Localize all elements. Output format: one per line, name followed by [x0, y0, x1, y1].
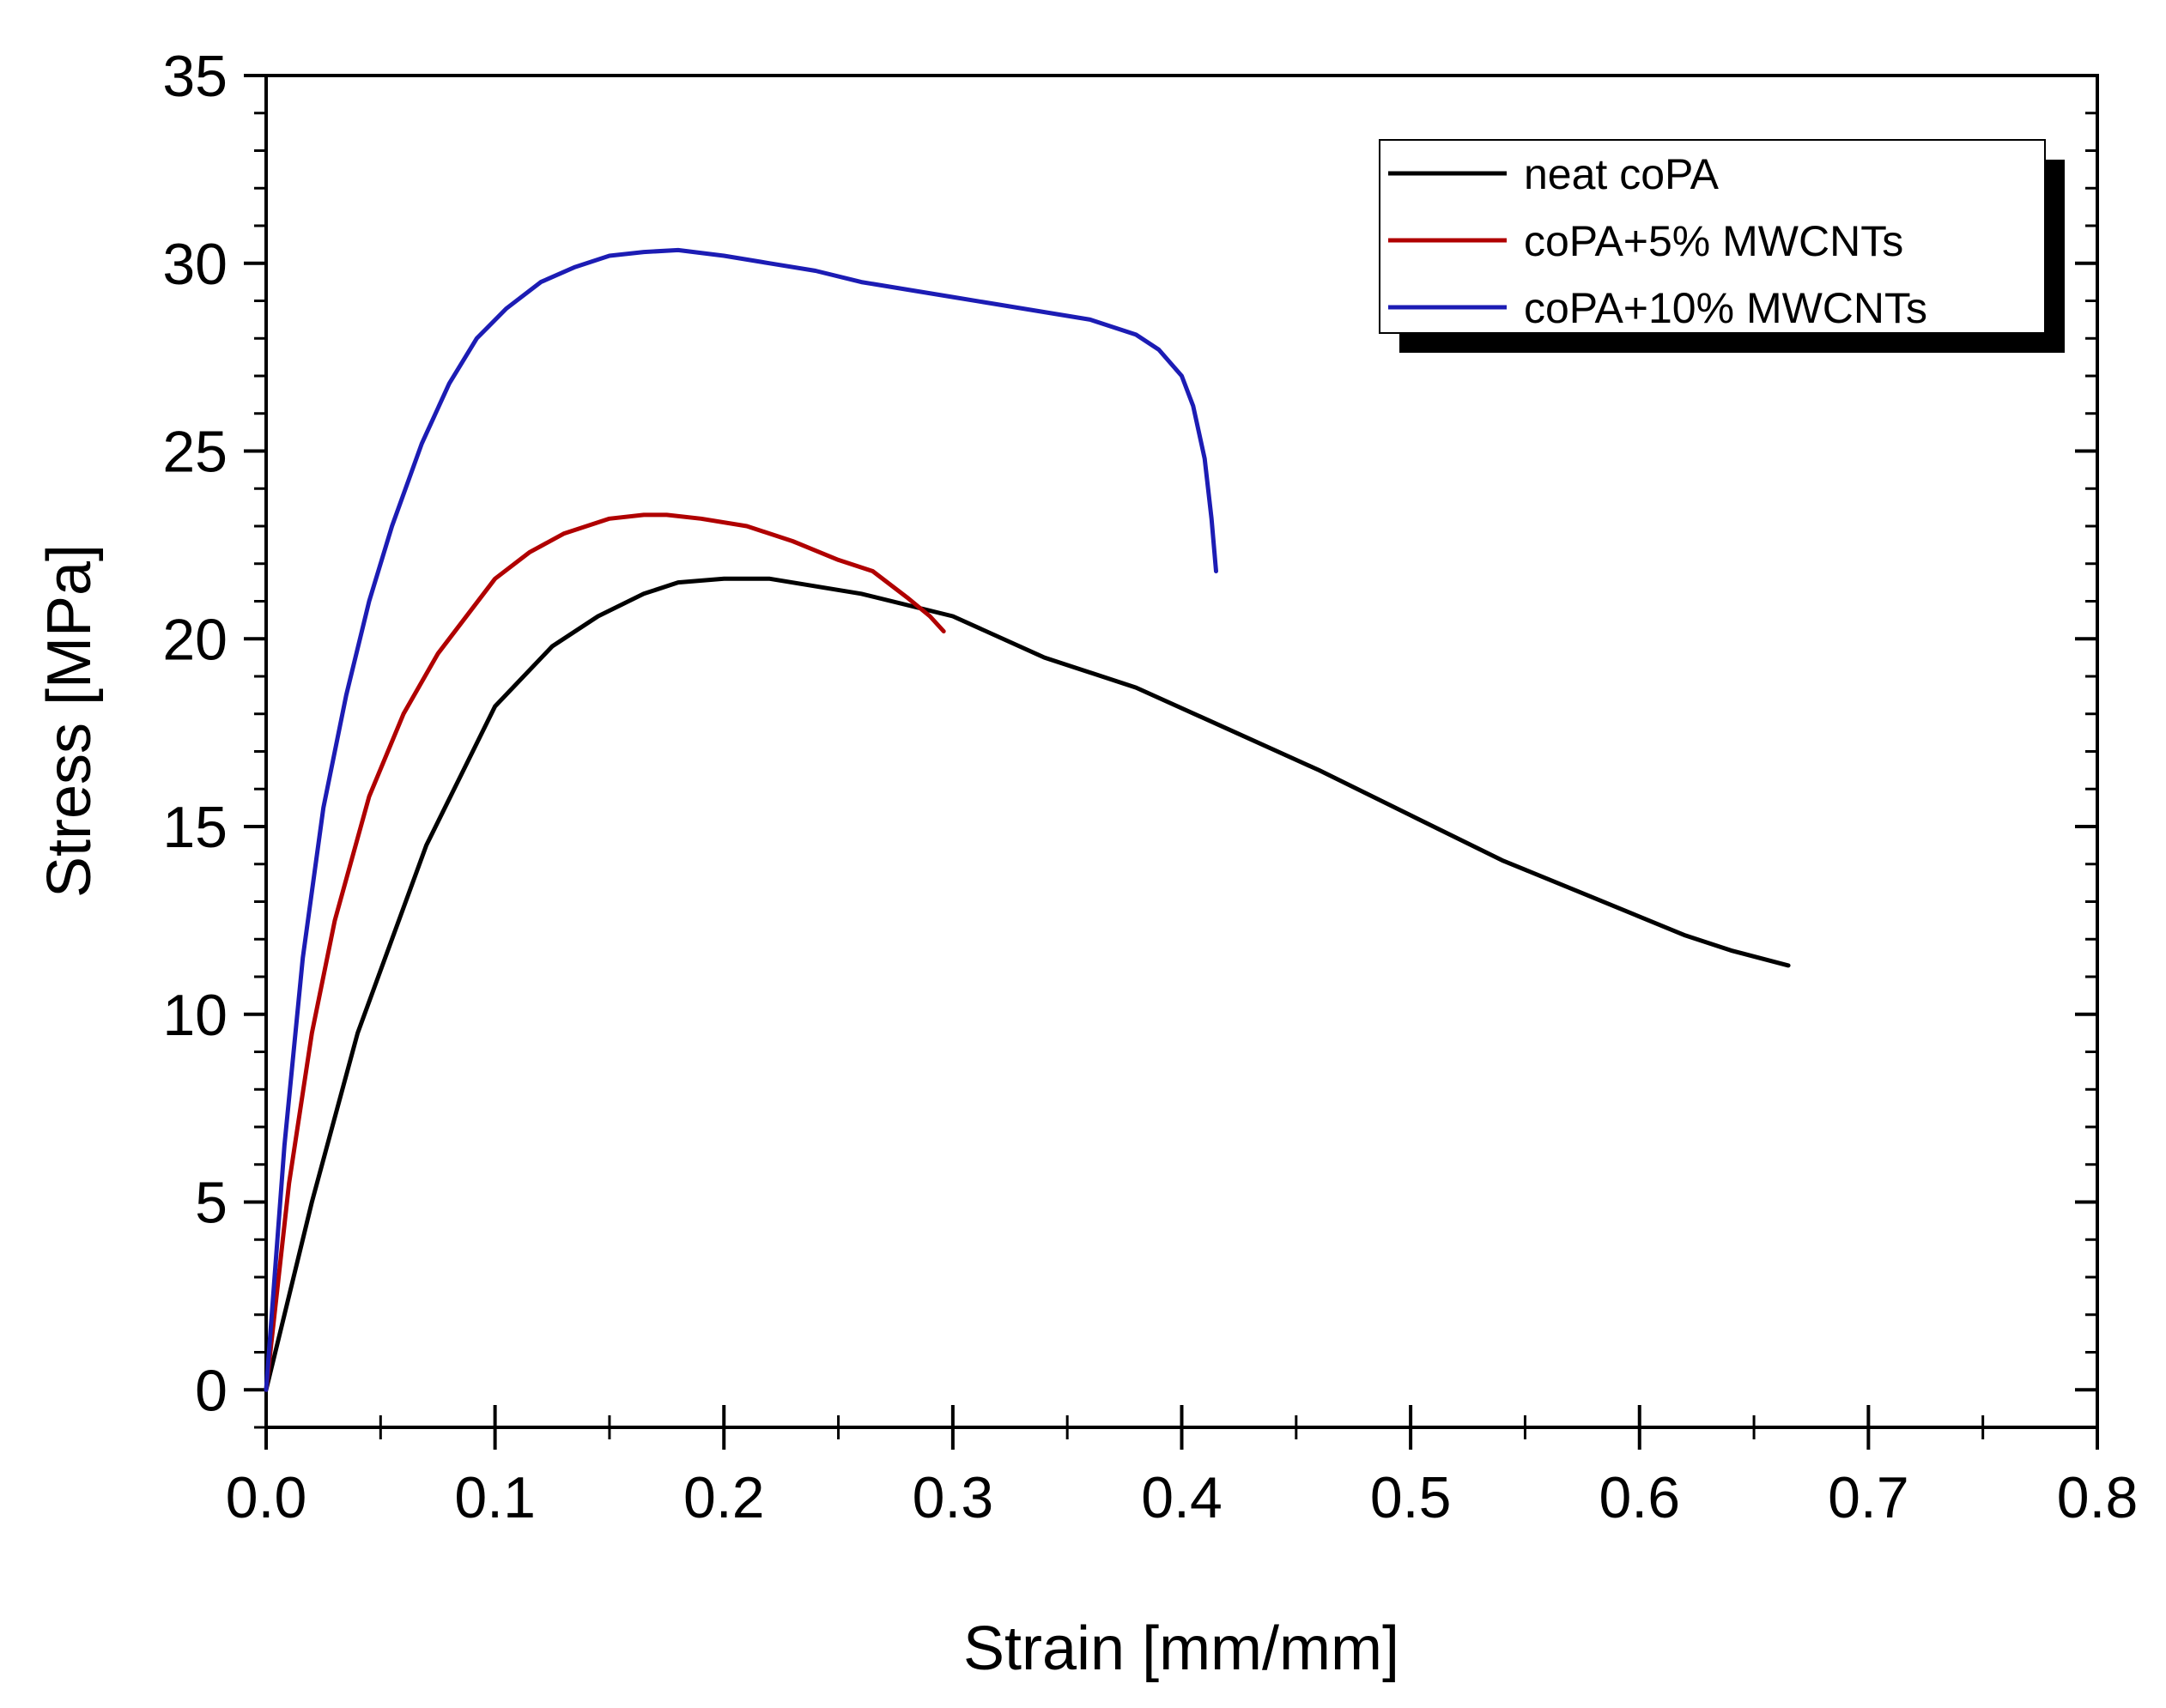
series-line-copa-10-mwcnts [264, 247, 1218, 1392]
x-tick-label: 0.8 [2057, 1465, 2139, 1530]
y-tick-label: 5 [195, 1171, 228, 1236]
y-tick-label: 35 [162, 44, 228, 109]
legend-label-copa-5-mwcnts: coPA+5% MWCNTs [1524, 217, 1903, 265]
y-tick-label: 10 [162, 983, 228, 1048]
x-axis-tick-labels: 0.0 0.1 0.2 0.3 0.4 0.5 0.6 0.7 0.8 [226, 1465, 2139, 1530]
x-tick-label: 0.6 [1599, 1465, 1680, 1530]
x-axis-title: Strain [mm/mm] [963, 1614, 1399, 1683]
x-tick-label: 0.7 [1828, 1465, 1909, 1530]
legend-label-copa-10-mwcnts: coPA+10% MWCNTs [1524, 284, 1927, 332]
y-axis-title: Stress [MPa] [35, 544, 104, 898]
x-tick-label: 0.5 [1370, 1465, 1452, 1530]
series-line-neat-copa [264, 576, 1791, 1392]
series-line-copa-5-mwcnts [264, 512, 946, 1392]
y-tick-label: 0 [195, 1358, 228, 1423]
series-lines [264, 247, 1791, 1392]
legend-label-neat-copa: neat coPA [1524, 150, 1720, 198]
y-tick-label: 30 [162, 232, 228, 297]
y-axis-tick-labels: 0 5 10 15 20 25 30 35 [162, 44, 228, 1423]
legend: neat coPA coPA+5% MWCNTs coPA+10% MWCNTs [1379, 139, 2065, 353]
y-tick-label: 15 [162, 795, 228, 860]
x-axis-ticks [264, 1405, 2099, 1450]
y-axis-ticks [244, 74, 2097, 1429]
y-tick-label: 25 [162, 420, 228, 485]
x-tick-label: 0.2 [683, 1465, 765, 1530]
x-tick-label: 0.3 [913, 1465, 994, 1530]
x-tick-label: 0.4 [1141, 1465, 1223, 1530]
y-tick-label: 20 [162, 607, 228, 672]
x-tick-label: 0.1 [454, 1465, 536, 1530]
x-tick-label: 0.0 [226, 1465, 307, 1530]
